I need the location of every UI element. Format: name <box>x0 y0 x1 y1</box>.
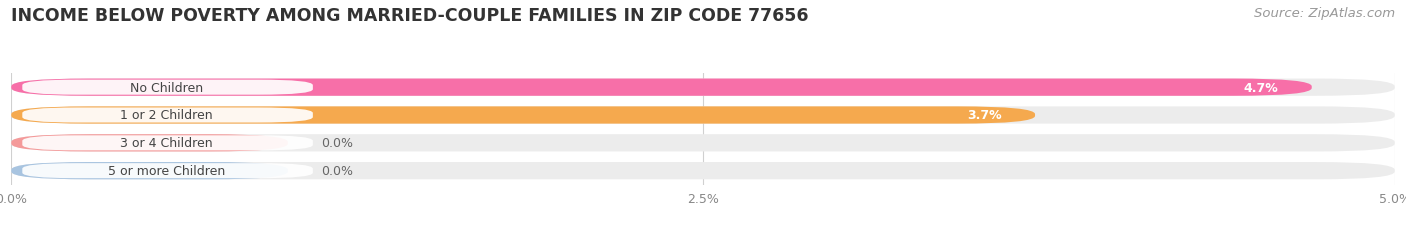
FancyBboxPatch shape <box>11 135 288 152</box>
Text: 5 or more Children: 5 or more Children <box>108 164 225 177</box>
FancyBboxPatch shape <box>11 107 1395 124</box>
FancyBboxPatch shape <box>11 162 288 179</box>
FancyBboxPatch shape <box>11 162 1395 179</box>
FancyBboxPatch shape <box>11 79 1312 96</box>
Text: 0.0%: 0.0% <box>321 137 353 150</box>
FancyBboxPatch shape <box>11 79 1395 96</box>
FancyBboxPatch shape <box>11 107 1035 124</box>
Text: 3 or 4 Children: 3 or 4 Children <box>120 137 212 150</box>
Text: No Children: No Children <box>129 81 202 94</box>
Text: 1 or 2 Children: 1 or 2 Children <box>120 109 212 122</box>
FancyBboxPatch shape <box>22 80 314 95</box>
Text: 4.7%: 4.7% <box>1244 81 1278 94</box>
FancyBboxPatch shape <box>22 164 314 178</box>
FancyBboxPatch shape <box>11 135 1395 152</box>
FancyBboxPatch shape <box>22 136 314 151</box>
FancyBboxPatch shape <box>22 108 314 123</box>
Text: Source: ZipAtlas.com: Source: ZipAtlas.com <box>1254 7 1395 20</box>
Text: INCOME BELOW POVERTY AMONG MARRIED-COUPLE FAMILIES IN ZIP CODE 77656: INCOME BELOW POVERTY AMONG MARRIED-COUPL… <box>11 7 808 25</box>
Text: 3.7%: 3.7% <box>967 109 1002 122</box>
Text: 0.0%: 0.0% <box>321 164 353 177</box>
